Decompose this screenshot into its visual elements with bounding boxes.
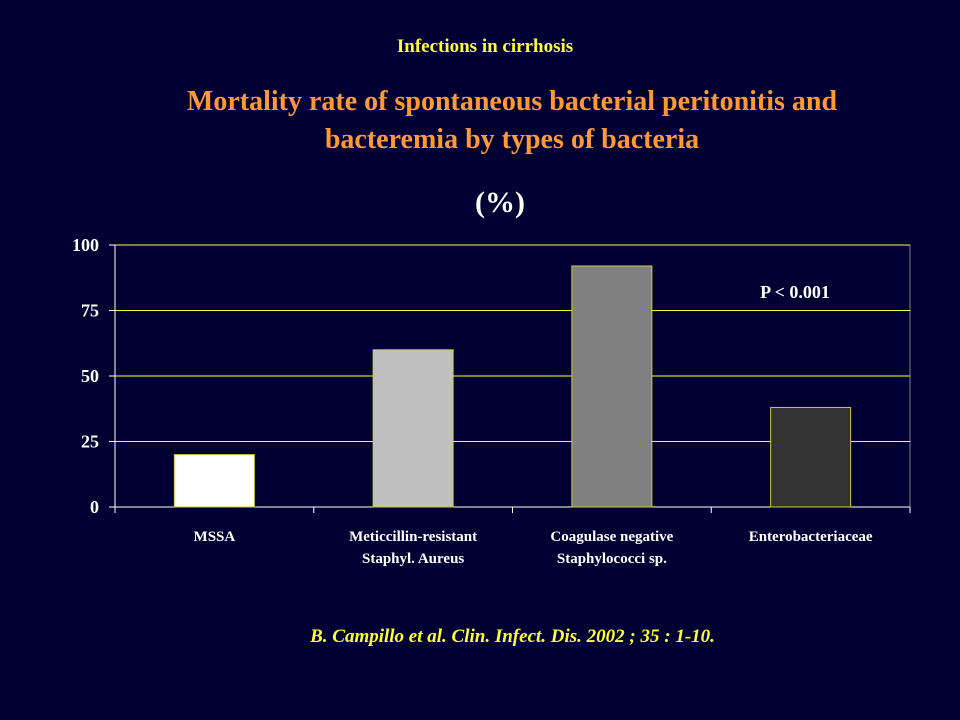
bars (173, 265, 852, 508)
title-line-1: Mortality rate of spontaneous bacterial … (186, 86, 838, 117)
x-tick-label: MSSA (194, 529, 236, 545)
slide-header: Infections in cirrhosis (396, 36, 574, 57)
p-value-annotation: P < 0.001 (760, 282, 830, 302)
bar (372, 349, 454, 508)
x-tick-label: Coagulase negative (550, 529, 673, 545)
y-tick-label: 0 (90, 497, 99, 517)
y-tick-label: 100 (72, 235, 99, 255)
bar (173, 454, 255, 508)
x-axis (114, 506, 911, 513)
x-tick-labels: MSSA Meticcillin-resistant Staphyl. Aureus… (194, 529, 873, 567)
slide-title: Mortality rate of spontaneous bacterial … (0, 83, 960, 159)
title-line-2: bacteremia by types of bacteria (324, 124, 700, 155)
x-tick-label: Enterobacteriaceae (749, 529, 873, 545)
bar (571, 265, 653, 508)
y-axis: 0 25 50 75 100 (72, 235, 116, 517)
y-tick-label: 25 (81, 432, 99, 452)
chart-unit-label: (%) (475, 186, 525, 219)
citation: B. Campillo et al. Clin. Infect. Dis. 20… (310, 626, 715, 647)
y-tick-label: 50 (81, 366, 99, 386)
bar (770, 406, 852, 508)
x-tick-label: Staphyl. Aureus (362, 551, 464, 567)
x-tick-label: Meticcillin-resistant (349, 529, 477, 545)
x-tick-label: Staphylococci sp. (557, 551, 667, 567)
y-tick-label: 75 (81, 301, 99, 321)
